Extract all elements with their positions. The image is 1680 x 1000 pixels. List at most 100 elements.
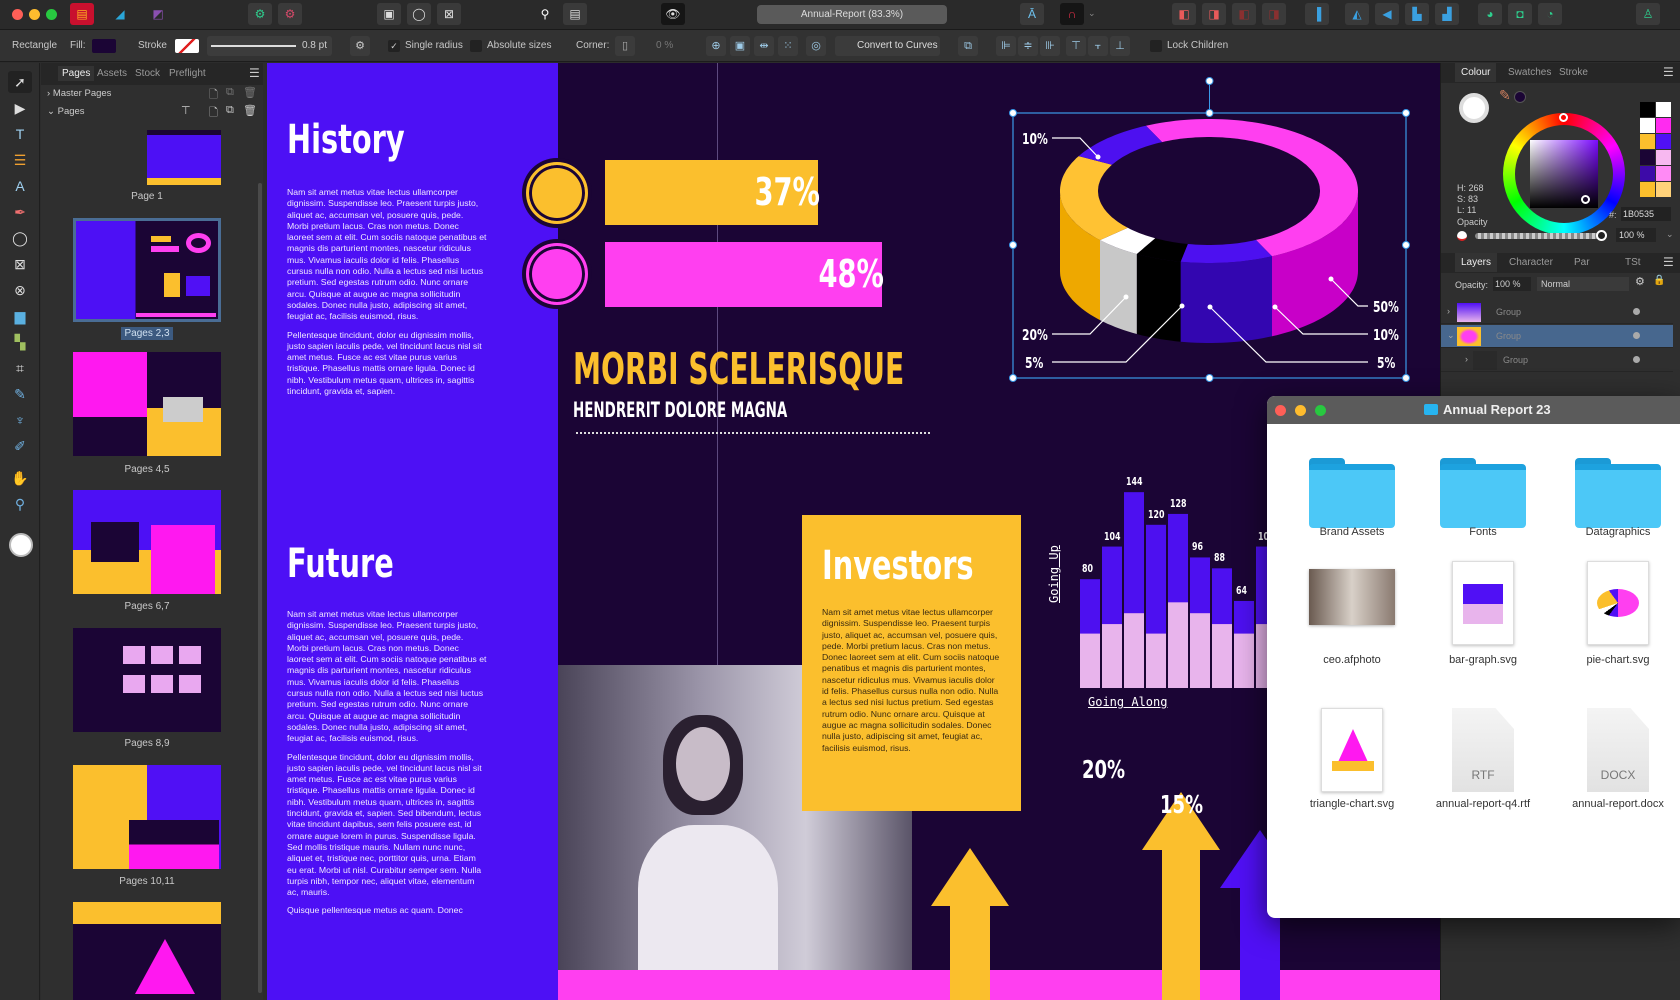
pin-icon[interactable]: ⚲: [540, 7, 550, 21]
finder-item[interactable]: pie-chart.svg: [1553, 561, 1680, 666]
flip-horizontal-icon[interactable]: ◭: [1345, 3, 1369, 25]
layer-expand-chevron-icon[interactable]: ›: [1447, 306, 1450, 316]
finder-item[interactable]: bar-graph.svg: [1418, 561, 1548, 666]
absolute-sizes-checkbox[interactable]: [470, 40, 482, 52]
colour-swatch[interactable]: [1640, 118, 1655, 133]
colour-swatch[interactable]: [1640, 182, 1655, 197]
align-top-icon[interactable]: ⊤: [1066, 36, 1086, 56]
finder-zoom-button[interactable]: [1315, 405, 1326, 416]
finder-item[interactable]: Brand Assets: [1287, 458, 1417, 538]
fill-stroke-colour-icon[interactable]: [1459, 93, 1489, 123]
circle-view-icon[interactable]: ◯: [407, 3, 431, 25]
snapping-magnet-icon[interactable]: ∩: [1060, 3, 1084, 25]
duplicate-page-icon[interactable]: ⧉: [226, 104, 234, 116]
panel-menu-icon[interactable]: ☰: [1663, 65, 1674, 79]
tab-pages[interactable]: Pages: [58, 66, 95, 81]
hand-tool-icon[interactable]: ✋: [11, 470, 29, 486]
page-thumbnail-1[interactable]: [147, 130, 221, 185]
tab-assets[interactable]: Assets: [97, 68, 128, 79]
tab-paragraph[interactable]: Par: [1574, 257, 1590, 268]
finder-item[interactable]: triangle-chart.svg: [1287, 708, 1417, 810]
preview-eye-icon[interactable]: 👁: [661, 3, 685, 25]
blend-mode-select[interactable]: Normal: [1537, 277, 1629, 291]
move-back-icon[interactable]: ◨: [1202, 3, 1226, 25]
grid-select-icon[interactable]: ⁙: [778, 36, 798, 56]
tab-colour[interactable]: Colour: [1455, 63, 1497, 82]
tab-swatches[interactable]: Swatches: [1508, 67, 1552, 78]
close-window-button[interactable]: [12, 9, 23, 20]
finder-minimize-button[interactable]: [1295, 405, 1306, 416]
text-wrap-icon[interactable]: Ā: [1020, 3, 1044, 25]
page-thumbnail-6-7[interactable]: [73, 490, 221, 594]
transform-origin-icon[interactable]: ⊕: [706, 36, 726, 56]
colour-swatch[interactable]: [1656, 118, 1671, 133]
page-thumbnail-4-5[interactable]: [73, 352, 221, 456]
align-left-icon[interactable]: ⊫: [996, 36, 1016, 56]
tab-stock[interactable]: Stock: [135, 68, 161, 79]
layer-visibility-icon[interactable]: [1633, 308, 1640, 315]
table-style-tool-icon[interactable]: ▚: [14, 334, 26, 350]
layer-expand-chevron-icon[interactable]: ⌄: [1447, 330, 1455, 340]
opacity-value[interactable]: 100 %: [1616, 228, 1656, 242]
node-tool-icon[interactable]: ▶: [14, 100, 26, 116]
eyedropper-icon[interactable]: ✎: [1499, 87, 1511, 103]
stroke-settings-gear-icon[interactable]: ⚙: [350, 36, 370, 56]
corner-value[interactable]: 0 %: [656, 40, 674, 51]
finder-item[interactable]: Datagraphics: [1553, 458, 1680, 538]
colour-swatch[interactable]: [1640, 166, 1655, 181]
tab-layers[interactable]: Layers: [1455, 253, 1498, 272]
colour-swatch[interactable]: [1656, 134, 1671, 149]
finder-titlebar[interactable]: Annual Report 23: [1267, 396, 1680, 424]
page-thumbnail-8-9[interactable]: [73, 628, 221, 732]
panel-menu-icon[interactable]: ☰: [1663, 255, 1674, 269]
document-canvas[interactable]: History Nam sit amet metus vitae lectus …: [267, 63, 1440, 1000]
finder-close-button[interactable]: [1275, 405, 1286, 416]
align-icon[interactable]: ▐: [1305, 3, 1329, 25]
picture-frame-rectangle-icon[interactable]: ⊠: [14, 256, 26, 272]
colour-picker-handle[interactable]: [1581, 195, 1590, 204]
lock-children-checkbox[interactable]: [1150, 40, 1162, 52]
delete-page-icon[interactable]: 🗑: [243, 105, 257, 117]
align-center-horizontal-icon[interactable]: ≑: [1018, 36, 1038, 56]
zoom-window-button[interactable]: [46, 9, 57, 20]
layer-expand-chevron-icon[interactable]: ›: [1465, 354, 1468, 364]
stroke-swatch[interactable]: [175, 39, 199, 53]
publisher-persona-icon[interactable]: ▤: [70, 3, 94, 25]
page-thumbnail-2-3[interactable]: [73, 218, 221, 322]
tab-text-styles[interactable]: TSt: [1625, 257, 1641, 268]
distribute-icon[interactable]: ⇹: [754, 36, 774, 56]
align-middle-icon[interactable]: ⫟: [1088, 36, 1108, 56]
color-picker-tool-icon[interactable]: ✐: [14, 438, 26, 454]
rotate-icon[interactable]: ◎: [806, 36, 826, 56]
colour-wheel[interactable]: [1503, 113, 1625, 235]
colour-swatch[interactable]: [1656, 182, 1671, 197]
picture-frame-ellipse-icon[interactable]: ⊗: [14, 282, 26, 298]
document-title[interactable]: Annual-Report (83.3%): [757, 5, 947, 24]
tab-character[interactable]: Character: [1509, 257, 1553, 268]
rotate-right-icon[interactable]: ▟: [1435, 3, 1459, 25]
add-master-page-icon[interactable]: 🗋: [209, 89, 218, 101]
document-setup-gear-icon[interactable]: ⚙: [278, 3, 302, 25]
fill-stroke-selector-icon[interactable]: [9, 533, 33, 557]
ellipse-tool-icon[interactable]: ◯: [12, 230, 28, 246]
page-icon[interactable]: ▣: [377, 3, 401, 25]
page-layout-icon[interactable]: ⊤: [181, 105, 191, 117]
designer-persona-icon[interactable]: ◢: [115, 7, 125, 21]
page-thumbnail-10-11[interactable]: [73, 765, 221, 869]
user-account-icon[interactable]: ♙: [1636, 3, 1660, 25]
place-image-tool-icon[interactable]: ▆: [14, 308, 26, 324]
opacity-dropdown-chevron-icon[interactable]: ⌄: [1666, 229, 1674, 239]
layer-settings-gear-icon[interactable]: ⚙: [1635, 276, 1645, 288]
duplicate-master-icon[interactable]: ⧉: [226, 86, 234, 98]
single-radius-checkbox[interactable]: ✓: [388, 40, 400, 52]
lock-icon[interactable]: 🔒: [1653, 275, 1666, 286]
move-to-front-icon[interactable]: ◨: [1262, 3, 1286, 25]
frame-text-tool-icon[interactable]: T: [15, 126, 25, 142]
preferences-gear-icon[interactable]: ⚙: [248, 3, 272, 25]
snapping-dropdown-chevron-icon[interactable]: ⌄: [1088, 8, 1096, 18]
guide-line[interactable]: [717, 63, 718, 1000]
opacity-slider[interactable]: [1475, 230, 1607, 241]
crop-tool-icon[interactable]: ⌗: [16, 360, 24, 376]
align-bottom-icon[interactable]: ⊥: [1110, 36, 1130, 56]
pages-scrollbar[interactable]: [258, 183, 262, 993]
